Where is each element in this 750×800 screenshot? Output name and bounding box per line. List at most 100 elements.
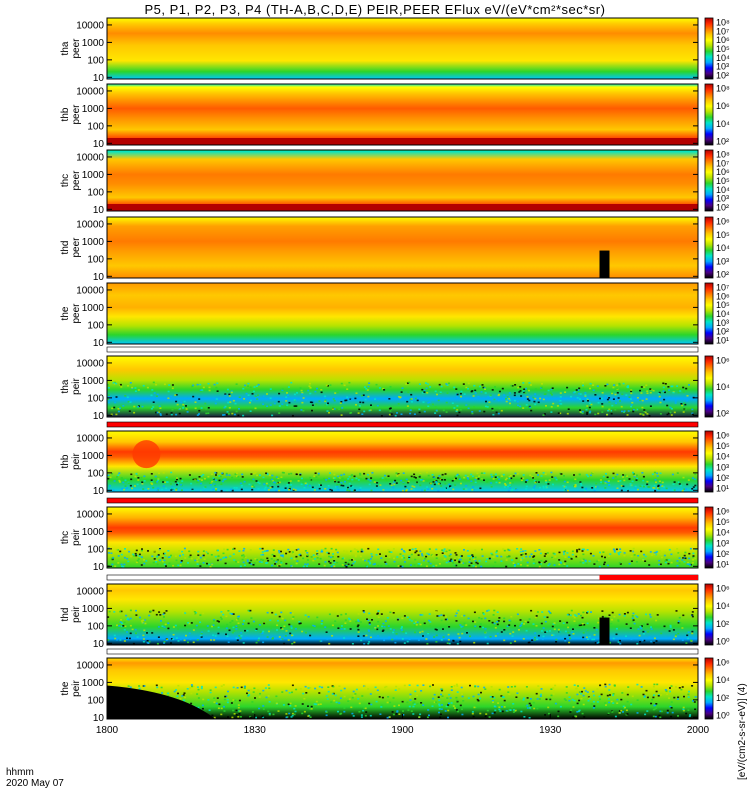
panel-frame (106, 506, 699, 569)
data-gap-block (599, 250, 610, 278)
spectrogram-field (107, 356, 698, 417)
colorbar (704, 149, 714, 212)
colorbar-unit-label: [eV/(cm2-s-sr-eV)] (4) (737, 683, 748, 780)
data-gap-block (599, 617, 610, 645)
y-tick-label: 10000 (76, 358, 104, 369)
y-tick-label: 10 (93, 411, 105, 422)
colorbar-tick-label: 10⁵ (716, 230, 730, 240)
colorbar-tick-label: 10⁶ (716, 291, 730, 301)
y-tick-label: 1000 (82, 527, 105, 538)
y-tick-label: 10000 (76, 285, 104, 296)
quality-flag-bar (106, 497, 699, 504)
y-tick-label: 100 (87, 320, 104, 331)
colorbar-tick-label: 10⁰ (716, 711, 730, 721)
colorbar (704, 583, 714, 646)
chart-title: P5, P1, P2, P3, P4 (TH-A,B,C,D,E) PEIR,P… (144, 2, 606, 17)
date-label: 2020 May 07 (6, 778, 64, 789)
colorbar-tick-label: 10⁴ (716, 382, 730, 392)
panel-label: thcpeer (60, 170, 82, 191)
y-tick-label: 1000 (82, 104, 105, 115)
y-tick-label: 100 (87, 695, 104, 706)
colorbar-tick-label: 10² (716, 327, 729, 337)
y-tick-label: 1000 (82, 38, 105, 49)
panel-label: thdpeir (60, 605, 82, 622)
colorbar (704, 430, 714, 493)
panel-thc-peer: 10000 1000 100 10 thcpeer 10⁸10⁷10⁶10⁵10⁴10³1… (60, 149, 730, 216)
y-tick-label: 100 (87, 187, 104, 198)
y-tick-label: 100 (87, 121, 104, 132)
panel-label: thapeir (60, 377, 82, 394)
colorbar (704, 355, 714, 418)
colorbar-tick-label: 10³ (716, 318, 729, 328)
data-gap-region (107, 685, 216, 719)
spectrogram-field (107, 84, 698, 145)
colorbar-tick-label: 10⁶ (716, 35, 730, 45)
colorbar-tick-label: 10⁸ (716, 150, 730, 160)
y-tick-label: 1000 (82, 678, 105, 689)
colorbar-tick-label: 10⁵ (716, 517, 730, 527)
y-tick-label: 10 (93, 205, 105, 216)
colorbar-tick-label: 10² (716, 203, 729, 213)
panel-thb-peer: 10000 1000 100 10 thbpeer 10⁸ 10⁶ 10⁴ 10² (60, 83, 730, 150)
colorbar-tick-label: 10¹ (716, 484, 729, 494)
x-tick-label: 1900 (391, 725, 414, 736)
y-tick-label: 1000 (82, 237, 105, 248)
panel-thd-peir: 10000 1000 100 10 thdpeir 10⁶ 10⁴ 10² 10⁰ (60, 574, 730, 650)
panel-frame (106, 430, 699, 493)
noise-speckle (107, 471, 697, 492)
panel-label: thdpeer (60, 237, 82, 258)
panel-the-peer: 10000 1000 100 10 thepeer 10⁷10⁶10⁵10⁴10³10²1… (60, 282, 730, 349)
colorbar-tick-label: 10⁵ (716, 300, 730, 310)
colorbar-tick-label: 10⁴ (716, 185, 730, 195)
energy-burst (132, 440, 161, 469)
colorbar-tick-label: 10⁸ (716, 18, 730, 28)
spectrogram-field (107, 150, 698, 211)
y-tick-label: 100 (87, 621, 104, 632)
y-tick-label: 10000 (76, 86, 104, 97)
y-tick-label: 1000 (82, 376, 105, 387)
colorbar (704, 216, 714, 279)
time-format-label: hhmm (6, 767, 34, 778)
y-tick-label: 10 (93, 486, 105, 497)
colorbar-tick-label: 10³ (716, 538, 729, 548)
noise-speckle (107, 547, 697, 568)
colorbar-tick-label: 10⁶ (716, 658, 730, 668)
noise-speckle (107, 609, 694, 645)
y-tick-label: 100 (87, 393, 104, 404)
low-energy-band (107, 204, 698, 211)
colorbar-tick-label: 10⁵ (716, 176, 730, 186)
panel-label: thcpeir (60, 528, 82, 545)
y-tick-label: 1000 (82, 451, 105, 462)
panel-thd-peer: 10000 1000 100 10 thdpeer 10⁶ 10⁵ 10⁴ 10³ 10² (60, 216, 730, 283)
colorbar-tick-label: 10⁷ (716, 26, 729, 36)
y-tick-label: 10 (93, 73, 105, 84)
colorbar-tick-label: 10² (716, 71, 729, 81)
colorbar-tick-label: 10⁷ (716, 158, 729, 168)
colorbar-tick-label: 10⁴ (716, 243, 730, 253)
y-tick-label: 100 (87, 468, 104, 479)
panel-frame (106, 149, 699, 212)
colorbar-tick-label: 10⁶ (716, 217, 730, 227)
panel-frame (106, 17, 699, 80)
y-tick-label: 10000 (76, 152, 104, 163)
quality-flag-bar-red-segment (599, 575, 698, 580)
quality-flag-bar (106, 346, 699, 353)
colorbar-tick-label: 10⁴ (716, 309, 730, 319)
colorbar-tick-label: 10³ (716, 62, 729, 72)
colorbar-tick-label: 10⁴ (716, 119, 730, 129)
colorbar-tick-label: 10⁴ (716, 601, 730, 611)
y-tick-label: 10000 (76, 509, 104, 520)
panel-frame (106, 83, 699, 146)
time-axis: 1800 1830 1900 1930 2000 (96, 714, 710, 736)
x-tick-label: 1830 (244, 725, 267, 736)
colorbar-tick-label: 10⁶ (716, 101, 730, 111)
colorbar-tick-label: 10⁶ (716, 507, 730, 517)
colorbar-tick-label: 10² (716, 473, 729, 483)
panel-label: thbpeir (60, 452, 82, 469)
colorbar-tick-label: 10⁴ (716, 675, 730, 685)
y-tick-label: 10000 (76, 20, 104, 31)
colorbar-tick-label: 10⁴ (716, 53, 730, 63)
colorbar-tick-label: 10¹ (716, 560, 729, 570)
colorbar (704, 282, 714, 345)
colorbar-tick-label: 10⁴ (716, 452, 730, 462)
